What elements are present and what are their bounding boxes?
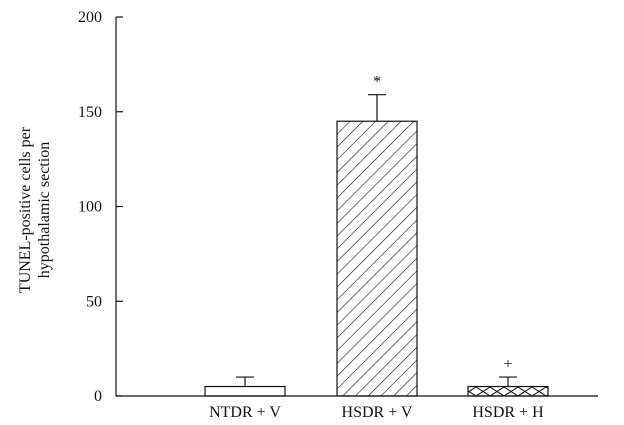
y-axis: 0 50 100 150 200	[78, 9, 123, 405]
y-axis-title: TUNEL-positive cells per hypothalamic se…	[17, 126, 53, 293]
significance-marker: *	[373, 74, 381, 91]
y-axis-title-line-2: hypothalamic section	[36, 142, 53, 278]
bar	[204, 385, 286, 397]
y-tick-label: 150	[78, 104, 102, 121]
y-tick-label: 100	[78, 199, 102, 216]
y-tick-label: 0	[94, 388, 102, 405]
x-category-label: NTDR + V	[209, 404, 281, 421]
x-category-label: HSDR + V	[342, 404, 413, 421]
significance-marker: +	[503, 356, 512, 373]
bars: NTDR + V * HSDR + V + HSDR + H	[204, 74, 549, 421]
y-axis-title-line-1: TUNEL-positive cells per	[17, 126, 34, 293]
y-tick-label: 50	[86, 293, 102, 310]
y-tick-label: 200	[78, 9, 102, 26]
bar	[467, 385, 549, 397]
x-category-label: HSDR + H	[472, 404, 544, 421]
bar	[336, 120, 418, 397]
